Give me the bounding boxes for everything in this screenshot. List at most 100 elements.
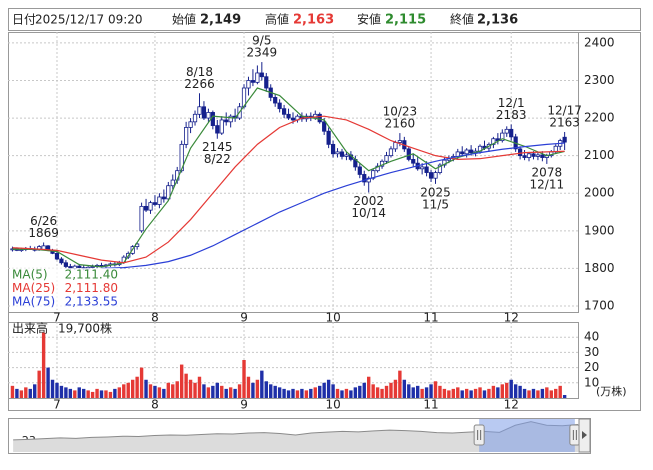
candle-body xyxy=(442,159,447,166)
volume-bar xyxy=(28,388,32,398)
volume-bar xyxy=(162,388,166,398)
annotation-date: 10/14 xyxy=(351,206,386,220)
volume-bar xyxy=(130,379,135,398)
annotation-date: 10/23 xyxy=(383,105,418,119)
annotation-value: 2160 xyxy=(385,117,416,131)
volume-bar xyxy=(464,388,469,398)
annotation-value: 2025 xyxy=(420,185,451,199)
candle-body xyxy=(255,72,260,83)
volume-bar xyxy=(148,384,153,398)
volume-bar xyxy=(46,367,50,398)
x-tick-label: 12 xyxy=(504,398,519,412)
volume-bar xyxy=(429,384,433,398)
volume-bar xyxy=(228,387,233,398)
volume-bar xyxy=(531,388,536,398)
candle-body xyxy=(197,106,202,115)
y-tick-label: 30 xyxy=(584,345,599,359)
candle-body xyxy=(464,149,469,155)
candle-body xyxy=(188,121,193,128)
header-box xyxy=(8,8,641,31)
candle-body xyxy=(184,127,189,145)
volume-bar xyxy=(522,388,527,398)
annotation-value: 2349 xyxy=(247,46,278,60)
volume-bar xyxy=(291,388,295,398)
volume-bar xyxy=(540,388,545,398)
legend-name: MA(75) xyxy=(12,295,55,309)
navigator-handle[interactable] xyxy=(569,424,581,446)
y-tick-label: 1800 xyxy=(584,261,615,275)
candle-body xyxy=(273,96,278,104)
legend-background xyxy=(10,268,120,309)
y-tick-label: 2100 xyxy=(584,148,615,162)
volume-bar xyxy=(15,388,19,398)
date-label: 日付 xyxy=(12,13,36,27)
candle-body xyxy=(509,128,514,138)
candle-body xyxy=(433,172,438,179)
volume-bar xyxy=(326,379,331,398)
annotation-value: 2145 xyxy=(202,140,233,154)
volume-bar xyxy=(264,381,268,398)
volume-bar xyxy=(318,385,322,398)
annotation-date: 11/5 xyxy=(422,197,449,211)
candle-body xyxy=(264,76,269,89)
x-tick-label: 12 xyxy=(504,311,519,325)
volume-bar xyxy=(469,390,473,398)
volume-bar xyxy=(59,385,64,398)
volume-bar xyxy=(389,382,393,398)
volume-bar xyxy=(447,390,451,398)
volume-bar xyxy=(353,387,358,398)
candle-body xyxy=(54,252,60,260)
volume-bar xyxy=(37,370,41,398)
volume-title: 出来高 xyxy=(12,321,48,336)
legend-value: 2,111.80 xyxy=(65,281,118,295)
volume-bar xyxy=(478,387,482,398)
candle-body xyxy=(143,205,149,211)
volume-bar xyxy=(166,382,171,398)
candle-body xyxy=(420,166,425,170)
ma-line xyxy=(12,87,565,268)
y-tick-label: 10 xyxy=(584,375,599,389)
volume-bar xyxy=(64,387,68,398)
low-label: 安値 xyxy=(357,12,381,27)
volume-bar xyxy=(104,390,108,398)
candle-body xyxy=(526,153,532,158)
candle-body xyxy=(59,258,64,264)
x-tick-label: 11 xyxy=(423,311,438,325)
low-value: 2,115 xyxy=(385,13,426,28)
volume-bar xyxy=(358,385,362,398)
volume-bar xyxy=(456,387,460,398)
candle-body xyxy=(219,119,224,134)
close-label: 終値 xyxy=(450,12,474,27)
candle-body xyxy=(148,202,153,211)
candle-body xyxy=(224,119,229,123)
candle-body xyxy=(460,151,465,155)
volume-bar xyxy=(545,387,549,398)
volume-bar xyxy=(384,385,389,398)
volume-bar xyxy=(402,379,407,398)
candle-body xyxy=(362,174,367,183)
volume-panel xyxy=(8,322,579,399)
volume-bar xyxy=(300,388,304,398)
candle-body xyxy=(339,151,345,157)
legend-value: 2,133.55 xyxy=(65,295,118,309)
volume-bar xyxy=(420,388,424,398)
candle-body xyxy=(63,262,68,267)
volume-bar xyxy=(215,382,219,398)
annotation-date: 12/1 xyxy=(498,96,525,110)
high-value: 2,163 xyxy=(293,13,334,28)
navigator-handle[interactable] xyxy=(473,424,485,446)
annotation-value: 2163 xyxy=(549,115,580,129)
candle-body xyxy=(393,142,398,150)
volume-bar xyxy=(438,385,442,398)
annotation-value: 1869 xyxy=(28,226,59,240)
volume-bar xyxy=(482,390,487,398)
candle-body xyxy=(424,166,429,173)
volume-bar xyxy=(505,382,509,398)
navigator-area xyxy=(13,421,578,452)
volume-bar xyxy=(313,387,317,398)
volume-bar xyxy=(398,370,402,398)
volume-bar xyxy=(260,370,264,398)
candle-body xyxy=(259,72,264,78)
volume-bar xyxy=(331,384,335,398)
